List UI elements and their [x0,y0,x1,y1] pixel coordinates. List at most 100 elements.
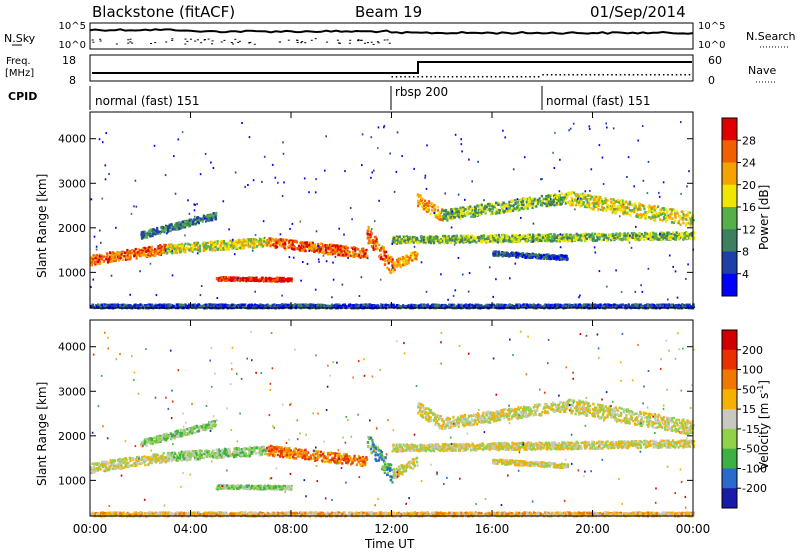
echo-cell [638,207,642,210]
echo-cell [118,255,121,258]
echo-cell [628,209,631,212]
echo-cell [188,248,191,252]
noise-search-dot [165,41,168,43]
echo-cell [571,236,574,239]
echo-cell [457,238,460,241]
echo-cell [519,238,522,242]
echo-cell [181,244,184,248]
echo-cell [478,209,482,212]
freq-tick-top: 18 [62,54,76,67]
echo-cell [621,205,624,208]
echo-cell [237,240,240,244]
echo-cell [120,253,123,256]
echo-cell [566,200,569,204]
echo-cell [652,207,655,210]
echo-cell [407,259,410,262]
echo-cell [593,200,596,203]
echo-cell [504,204,507,208]
echo-cell [472,212,475,216]
echo-cell [615,237,618,240]
echo-cell [251,278,254,282]
echo-cell [401,239,404,243]
noise-search-dot [171,38,174,40]
nave-dot [641,74,643,76]
echo-cell [494,204,497,207]
echo-cell [643,233,646,236]
echo-cell [105,252,108,255]
echo-cell [98,260,101,264]
echo-cell [472,215,475,218]
echo-cell [391,264,394,267]
echo-cell [329,253,333,256]
echo-cell [454,241,457,244]
echo-cell [284,248,287,251]
echo-cell [644,211,647,214]
echo-cell [681,217,684,220]
echo-cell [410,235,413,238]
frequency-line [92,61,692,74]
echo-cell [223,242,226,245]
echo-cell [543,256,546,259]
echo-cell [692,218,695,222]
echo-cell [670,232,673,236]
echo-cell [334,244,337,248]
echo-cell [429,212,432,216]
echo-cell [588,235,591,239]
echo-cell [227,247,230,250]
echo-cell [396,261,399,265]
nave-dot [581,74,583,76]
echo-cell [395,241,398,244]
echo-cell [461,208,464,211]
echo-cell [271,277,274,281]
echo-cell [642,235,645,238]
echo-cell [157,245,160,248]
echo-cell [366,229,369,233]
echo-cell [387,261,390,265]
echo-cell [111,254,114,257]
echo-cell [660,238,663,241]
echo-cell [589,233,592,237]
echo-cell [459,209,462,213]
echo-cell [654,235,657,239]
echo-cell [565,196,568,199]
echo-cell [414,238,417,242]
echo-cell [503,234,506,237]
echo-cell [587,199,591,202]
echo-cell [677,238,680,241]
echo-cell [569,239,572,242]
echo-cell [202,243,205,246]
echo-cell [637,303,640,306]
echo-cell [353,246,356,250]
echo-cell [218,246,221,250]
echo-cell [441,218,444,222]
echo-cell [546,201,549,205]
echo-cell [540,194,543,198]
echo-cell [260,239,263,242]
echo-cell [146,231,149,235]
echo-cell [551,235,554,238]
echo-cell [463,236,466,239]
nave-dots [391,74,691,78]
echo-cell [246,242,249,245]
echo-cell [143,230,147,234]
echo-cell [228,278,231,281]
echo-cell [498,236,501,239]
echo-cell [383,252,386,255]
echo-cell [273,244,276,248]
echo-cell [159,249,162,252]
echo-cell [645,214,648,217]
nave-dot [486,76,488,78]
echo-cell [123,255,126,258]
noise-search-dot [127,39,130,41]
echo-cell [434,213,437,217]
nave-dot [499,76,501,78]
echo-cell [268,237,271,240]
echo-cell [565,258,569,262]
echo-cell [528,203,531,207]
cpid-panel: CPID normal (fast) 151 rbsp 200 normal (… [8,85,650,110]
echo-cell [504,237,507,240]
echo-cell [189,243,192,247]
echo-cell [247,245,250,248]
echo-cell [374,247,377,251]
echo-cell [546,233,549,237]
